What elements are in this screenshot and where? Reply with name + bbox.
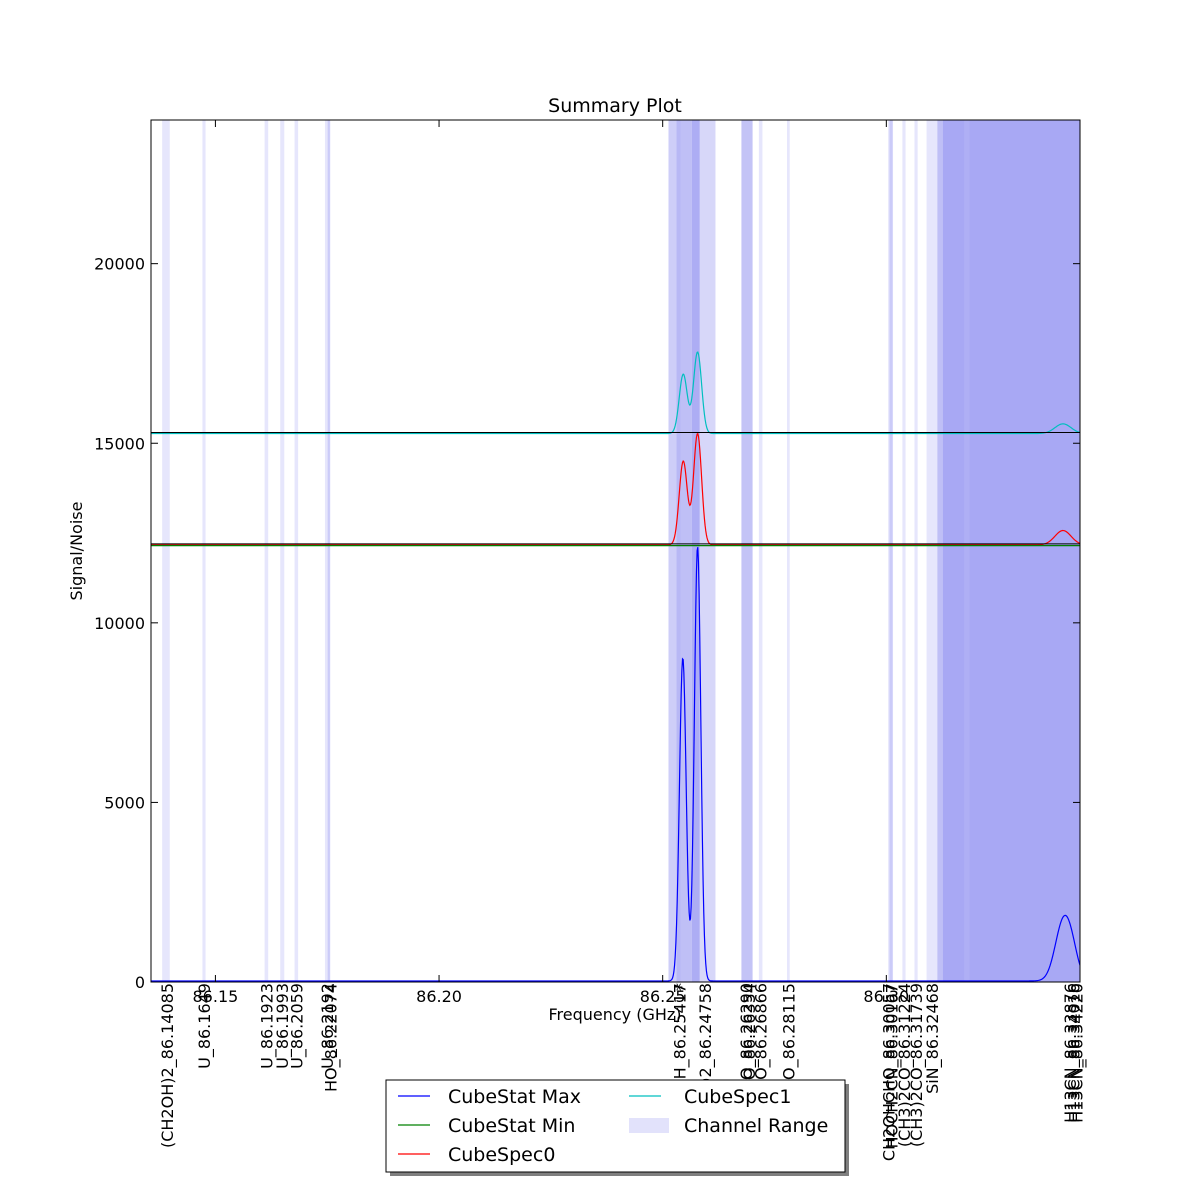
line-label-21: H13CN_86.34220 [1067,983,1087,1123]
legend-label-cubespec1: CubeSpec1 [684,1086,791,1108]
line-label-14: CH2OHCHO_86.30057 [880,983,900,1161]
y-tick-label-4: 20000 [94,255,145,274]
line-label-19: H13CN_86.33876 [1061,983,1081,1123]
line-label-18: SiN_86.32468 [923,983,943,1094]
plot-area-background [151,120,1080,982]
x-tick-label-1: 86.20 [416,987,462,1006]
y-tick-label-2: 10000 [94,614,145,633]
series-lines [151,351,1080,982]
y-tick-label-0: 0 [135,973,145,992]
line-label-11: O_86.26354 [740,983,760,1080]
legend-label-channel-range: Channel Range [684,1115,828,1137]
y-axis-label: Signal/Noise [67,502,86,601]
line-label-16: (CH3)2CO_86.31224 [895,983,915,1147]
line-label-20: H13CN_86.34016 [1064,983,1084,1123]
channel-range-band-17 [914,120,918,982]
line-label-5: U_86.2192 [318,983,338,1069]
line-label-13: CO_86.28115 [779,983,799,1091]
x-tick-label-0: 86.15 [193,987,239,1006]
chart-title: Summary Plot [548,95,682,117]
channel-range-band-11 [741,120,753,982]
channel-range-band-10 [699,120,716,982]
channel-range-band-15 [889,120,893,982]
legend-swatch-channel-range [629,1118,669,1133]
x-axis-ticks: 86.15 86.20 86.25 86.30 [193,120,909,1006]
legend: CubeStat Max CubeStat Min CubeSpec0 Cube… [385,1079,849,1176]
x-axis-label: Frequency (GHz) [548,1005,681,1024]
channel-range-band-16 [902,120,906,982]
channel-range-band-21 [964,120,970,982]
series-line-cubespec1 [151,351,1080,435]
legend-box [385,1079,846,1173]
legend-label-cubespec0: CubeSpec0 [448,1144,555,1166]
legend-label-cubestat-max: CubeStat Max [448,1086,581,1108]
line-label-0: (CH2OH)2_86.14085 [158,983,178,1148]
channel-range-band-13 [787,120,790,982]
channel-range-band-18 [926,120,938,982]
line-label-4: U_86.2059 [287,983,307,1069]
series-line-cubestat-max [151,547,1080,982]
channel-range-band-19 [937,120,943,982]
line-label-15: HOCH2CN_86.30167 [882,983,902,1149]
y-tick-label-3: 15000 [94,434,145,453]
channel-range-band-0 [162,120,170,982]
line-label-9: H)2_86.24758 [696,983,716,1096]
line-label-12: HO_86.26866 [752,983,772,1092]
series-line-cubespec0 [151,432,1080,546]
line-label-8: * [672,983,691,991]
channel-range-band-20 [942,120,1080,982]
line-label-10: O_86.26290 [737,983,757,1080]
y-tick-label-1: 5000 [104,793,145,812]
line-label-1: U_86.1649 [195,983,215,1069]
channel-range-band-9 [691,120,700,982]
plot-frame [150,119,1081,983]
y-axis-ticks: 0 5000 10000 15000 20000 [94,255,1080,992]
channel-range-band-12 [758,120,763,982]
channel-range-band-3 [280,120,285,982]
legend-label-cubestat-min: CubeStat Min [448,1115,575,1137]
spectral-line-labels: (CH2OH)2_86.14085 U_86.1649 U_86.1923U_86.… [158,983,1087,1161]
x-tick-label-3: 86.30 [863,987,909,1006]
line-label-7: H_86.25417 [671,983,691,1079]
line-label-2: U_86.1923 [257,983,277,1069]
x-tick-label-2: 86.25 [640,987,686,1006]
channel-range-band-2 [264,120,269,982]
line-label-17: (CH3)2CO_86.31739 [907,983,927,1147]
line-label-3: U_86.1993 [273,983,293,1069]
channel-range-band-6 [327,120,330,982]
line-label-6: HO_86.22074 [321,983,341,1092]
channel-range-band-4 [294,120,299,982]
channel-range-band-1 [202,120,206,982]
